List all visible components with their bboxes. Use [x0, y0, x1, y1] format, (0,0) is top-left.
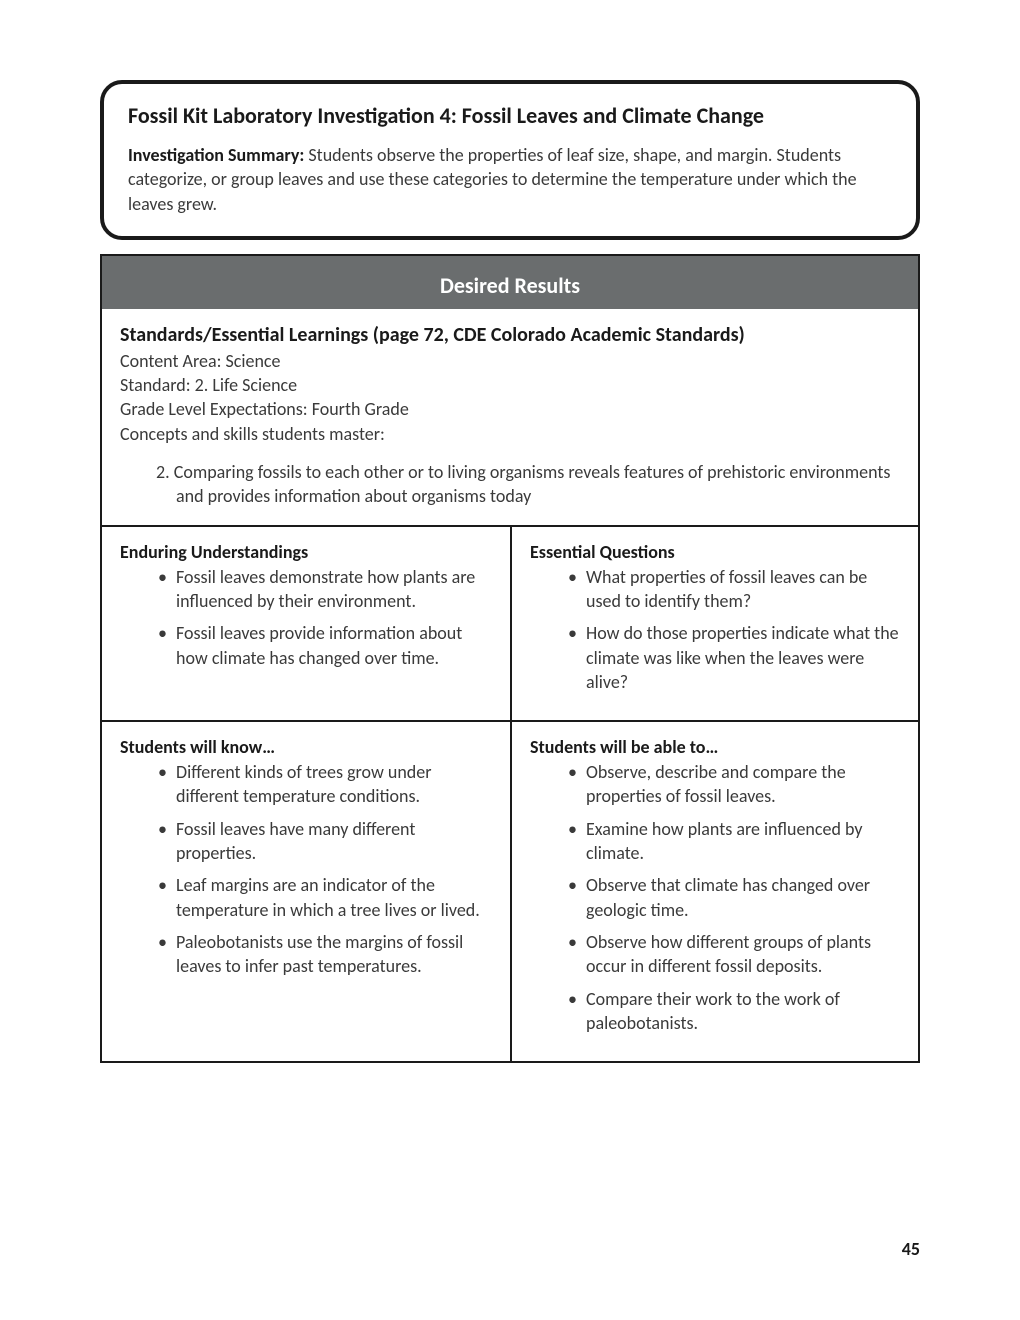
list-item: How do those properties indicate what th… [568, 621, 900, 694]
list-item: Paleobotanists use the margins of fossil… [158, 930, 492, 979]
standards-meta-1: Standard: 2. Life Science [120, 373, 900, 397]
cell-essential-questions: Essential Questions What properties of f… [510, 527, 920, 722]
list-item: Examine how plants are influenced by cli… [568, 817, 900, 866]
list-item: Fossil leaves provide information about … [158, 621, 492, 670]
cell-heading: Enduring Understandings [120, 541, 492, 563]
cell-heading: Students will be able to… [530, 736, 900, 758]
standards-heading: Standards/Essential Learnings (page 72, … [120, 323, 900, 347]
standards-meta-0: Content Area: Science [120, 349, 900, 373]
cell-heading: Students will know… [120, 736, 492, 758]
title-box: Fossil Kit Laboratory Investigation 4: F… [100, 80, 920, 240]
investigation-summary: Investigation Summary: Students observe … [128, 143, 892, 216]
list-item: Observe, describe and compare the proper… [568, 760, 900, 809]
list-item: Observe how different groups of plants o… [568, 930, 900, 979]
list-item: Fossil leaves demonstrate how plants are… [158, 565, 492, 614]
list-item: What properties of fossil leaves can be … [568, 565, 900, 614]
list-item: Observe that climate has changed over ge… [568, 873, 900, 922]
standards-meta-2: Grade Level Expectations: Fourth Grade [120, 397, 900, 421]
standards-block: Standards/Essential Learnings (page 72, … [100, 309, 920, 525]
list-item: Leaf margins are an indicator of the tem… [158, 873, 492, 922]
cell-students-will-know: Students will know… Different kinds of t… [100, 722, 510, 1063]
results-grid: Enduring Understandings Fossil leaves de… [100, 525, 920, 1063]
page-title: Fossil Kit Laboratory Investigation 4: F… [128, 102, 892, 129]
list-item: Fossil leaves have many different proper… [158, 817, 492, 866]
summary-lead: Investigation Summary: [128, 144, 304, 166]
cell-students-will-be-able-to: Students will be able to… Observe, descr… [510, 722, 920, 1063]
list-item: Different kinds of trees grow under diff… [158, 760, 492, 809]
cell-enduring-understandings: Enduring Understandings Fossil leaves de… [100, 527, 510, 722]
list-item: Compare their work to the work of paleob… [568, 987, 900, 1036]
page-number: 45 [902, 1238, 920, 1260]
cell-heading: Essential Questions [530, 541, 900, 563]
standards-meta-3: Concepts and skills students master: [120, 422, 900, 446]
standards-item: 2. Comparing fossils to each other or to… [156, 460, 900, 509]
spacer-bar [100, 254, 920, 264]
section-header: Desired Results [100, 264, 920, 309]
